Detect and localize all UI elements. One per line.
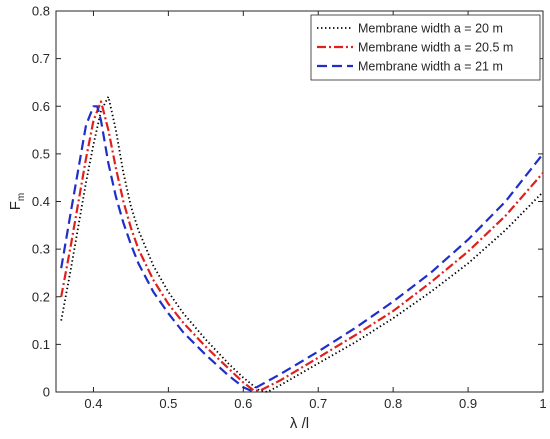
y-tick-label: 0.3: [32, 242, 50, 257]
x-tick-label: 0.9: [459, 396, 477, 411]
x-axis-label: λ /l: [290, 415, 309, 432]
y-tick-label: 0: [43, 385, 50, 400]
y-axis-label: Fm: [7, 193, 27, 211]
x-tick-label: 0.5: [159, 396, 177, 411]
y-tick-label: 0.6: [32, 99, 50, 114]
legend: Membrane width a = 20 m Membrane width a …: [310, 14, 541, 81]
legend-label-2: Membrane width a = 20.5 m: [358, 41, 513, 55]
y-tick-label: 0.5: [32, 146, 50, 161]
x-tick-label: 0.8: [384, 396, 402, 411]
series-line-2: [60, 100, 544, 393]
x-tick-label: 1: [539, 396, 546, 411]
series-line-3: [60, 105, 544, 392]
y-tick-label: 0.4: [32, 194, 50, 209]
legend-label-1: Membrane width a = 20 m: [358, 22, 503, 36]
y-tick-label: 0.2: [32, 289, 50, 304]
x-tick-label: 0.7: [309, 396, 327, 411]
y-tick-label: 0.7: [32, 51, 50, 66]
series-layer: [60, 95, 544, 393]
y-tick-label: 0.1: [32, 337, 50, 352]
ticks-layer: 0.4 0.5 0.6 0.7 0.8 0.9 1 0 0.1 0.2 0.3 0.4 0.5 0.6 0.…: [32, 4, 547, 412]
x-tick-label: 0.6: [234, 396, 252, 411]
x-tick-label: 0.4: [84, 396, 102, 411]
series-line-1: [60, 95, 544, 393]
y-axis-label-subscript: m: [16, 193, 27, 201]
legend-box: [310, 14, 541, 81]
legend-label-3: Membrane width a = 21 m: [358, 60, 503, 74]
y-tick-label: 0.8: [32, 4, 50, 19]
y-axis-label-main: F: [7, 201, 24, 210]
